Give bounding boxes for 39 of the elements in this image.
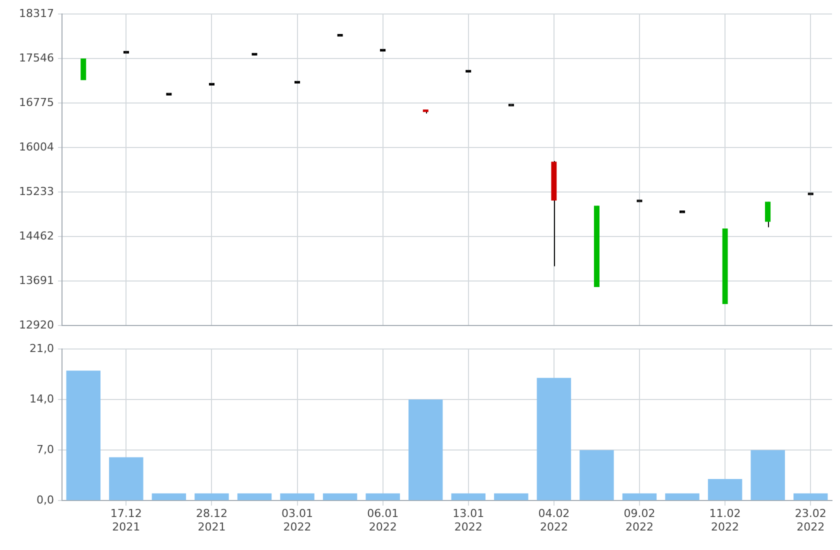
x-tick-label: 06.01 2022: [367, 507, 399, 534]
y-tick-label: 0,0: [36, 493, 54, 506]
y-tick-label: 14,0: [30, 392, 54, 406]
x-tick-label: 28.12 2021: [196, 507, 228, 534]
bar: [794, 493, 828, 500]
bar: [194, 493, 229, 500]
y-tick-label: 16775: [19, 96, 54, 109]
x-tick-label: 17.12 2021: [110, 507, 142, 534]
bar: [494, 493, 528, 500]
bar: [66, 370, 100, 500]
bar: [451, 493, 486, 500]
bar: [322, 493, 358, 500]
x-tick-label: 13.01 2022: [452, 507, 484, 534]
x-tick-label: 09.02 2022: [624, 507, 656, 534]
y-tick-label: 7,0: [36, 442, 54, 456]
x-tick-label: 23.02 2022: [794, 507, 826, 534]
bar: [237, 493, 272, 500]
y-tick-label: 17546: [19, 51, 54, 64]
bar: [536, 378, 572, 500]
y-tick-label: 13691: [19, 274, 54, 287]
bar: [750, 450, 785, 500]
bar: [580, 450, 614, 500]
y-tick-label: 18317: [19, 6, 54, 20]
bar: [109, 457, 144, 500]
y-tick-label: 14462: [19, 229, 54, 242]
bar: [366, 493, 400, 500]
bar: [408, 400, 443, 500]
bar: [280, 493, 314, 500]
bar: [665, 493, 700, 500]
bar: [622, 493, 657, 500]
bar: [708, 478, 742, 500]
y-tick-label: 21,0: [30, 342, 54, 355]
y-tick-label: 16004: [19, 140, 54, 154]
x-tick-label: 04.02 2022: [538, 507, 570, 534]
y-tick-label: 12920: [19, 318, 54, 332]
x-tick-label: 11.02 2022: [709, 507, 741, 534]
y-tick-label: 15233: [19, 184, 54, 198]
bar: [152, 493, 186, 500]
x-tick-label: 03.01 2022: [282, 507, 314, 534]
